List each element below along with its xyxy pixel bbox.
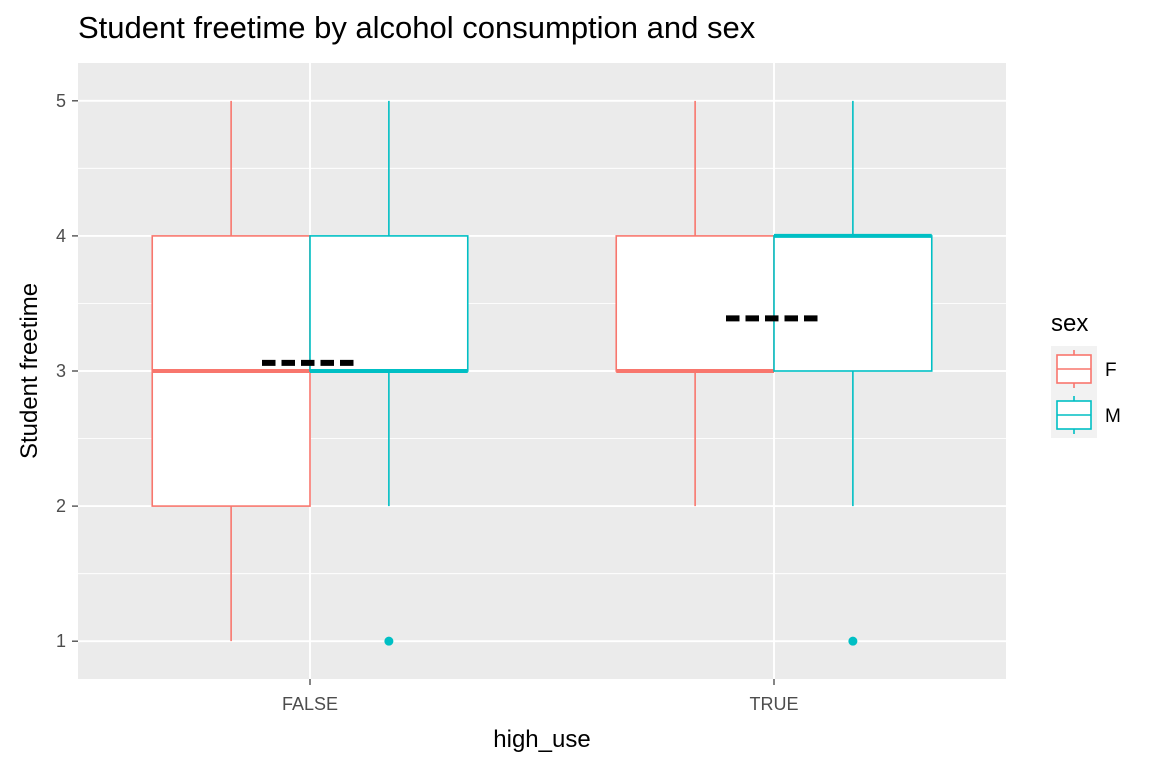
- box-body: [309, 235, 469, 372]
- mean-markers: [262, 315, 822, 366]
- chart-title: Student freetime by alcohol consumption …: [78, 10, 756, 45]
- box-body: [615, 235, 775, 372]
- legend-key-F: [1051, 346, 1097, 392]
- box-F-TRUE: [615, 100, 775, 507]
- legend-key-M: [1051, 392, 1097, 438]
- y-tick-label: 3: [56, 361, 66, 381]
- y-tick-label: 5: [56, 91, 66, 111]
- box-F-FALSE: [151, 100, 311, 642]
- x-axis: FALSE TRUE: [282, 679, 799, 714]
- y-tick-label: 2: [56, 496, 66, 516]
- x-axis-title: high_use: [493, 726, 590, 753]
- legend-label-M: M: [1105, 406, 1121, 427]
- outlier-point: [848, 636, 858, 646]
- y-tick-label: 4: [56, 226, 66, 246]
- x-tick-label: TRUE: [750, 694, 799, 714]
- box-series: [151, 100, 933, 646]
- legend-label-F: F: [1105, 360, 1117, 381]
- box-M-FALSE: [309, 100, 469, 646]
- legend-title: sex: [1051, 310, 1088, 337]
- x-tick-label: FALSE: [282, 694, 338, 714]
- legend: sex F M: [1051, 310, 1121, 438]
- y-axis-title: Student freetime: [16, 283, 43, 459]
- box-M-TRUE: [773, 100, 933, 646]
- outlier-point: [384, 636, 394, 646]
- y-tick-label: 1: [56, 631, 66, 651]
- box-body: [773, 235, 933, 372]
- y-axis: 1 2 3 4 5: [56, 91, 78, 651]
